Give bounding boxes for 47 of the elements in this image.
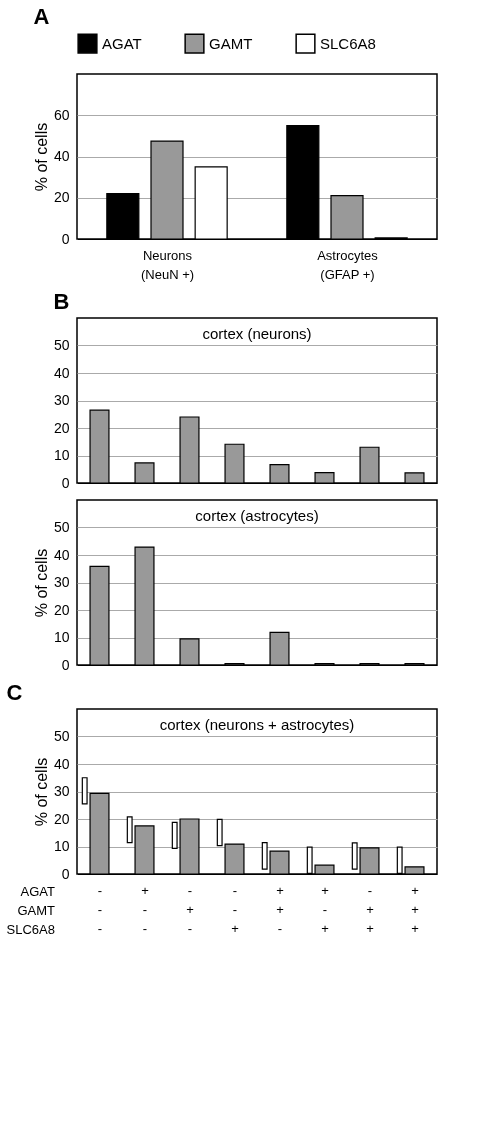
x-tick-label: - + + xyxy=(366,882,374,936)
x-tick-label: Neurons (NeuN +) xyxy=(140,247,195,282)
text: cortex (neurons + astrocytes) xyxy=(159,716,355,733)
y-tick-label: 0 xyxy=(61,656,70,673)
y-tick-label: 40 xyxy=(53,755,70,772)
y-tick-label: 10 xyxy=(53,629,70,645)
y-tick-label: 50 xyxy=(53,728,70,744)
chart-title: C xyxy=(6,680,23,705)
chart-title: A xyxy=(33,4,50,29)
y-tick-label: 40 xyxy=(53,546,70,563)
y-tick-label: 0 xyxy=(61,230,70,247)
y-tick-label: 30 xyxy=(53,392,70,408)
text: SLC6A8 xyxy=(6,922,55,937)
y-tick-label: 20 xyxy=(53,189,70,206)
y-tick-label: 40 xyxy=(53,148,70,164)
text: cortex (astrocytes) xyxy=(195,507,319,524)
y-tick-label: 0 xyxy=(61,474,70,491)
y-axis-title: % of cells xyxy=(32,122,50,192)
y-tick-label: 0 xyxy=(61,865,70,882)
chart-title: B xyxy=(53,289,70,314)
y-tick-label: 50 xyxy=(53,519,70,535)
x-tick-label: + + - xyxy=(276,882,284,936)
y-axis-title: % of cells xyxy=(32,548,50,618)
y-tick-label: 10 xyxy=(53,447,70,463)
y-tick-label: 30 xyxy=(53,574,70,590)
y-tick-label: 30 xyxy=(53,783,70,799)
y-axis-title: % of cells xyxy=(32,757,50,827)
x-tick-label: + - + xyxy=(321,882,329,936)
y-tick-label: 40 xyxy=(53,364,70,381)
legend-label: SLC6A8 xyxy=(320,34,376,52)
legend-label: GAMT xyxy=(209,34,253,52)
x-tick-label: + + + xyxy=(411,882,419,936)
text: AGAT xyxy=(20,884,56,899)
y-tick-label: 20 xyxy=(53,810,70,827)
x-tick-label: - + - xyxy=(186,882,194,936)
y-tick-label: 20 xyxy=(53,601,70,618)
y-tick-label: 50 xyxy=(53,337,70,353)
text: GAMT xyxy=(17,903,56,918)
y-tick-label: 20 xyxy=(53,419,70,436)
legend-label: AGAT xyxy=(102,34,142,52)
y-tick-label: 10 xyxy=(53,838,70,854)
x-tick-label: Astrocytes (GFAP +) xyxy=(317,247,379,282)
x-tick-label: - - + xyxy=(231,882,239,936)
text: cortex (neurons) xyxy=(202,325,312,342)
x-tick-label: - - - xyxy=(97,882,103,936)
y-tick-label: 60 xyxy=(53,106,70,123)
x-tick-label: + - - xyxy=(141,882,149,936)
